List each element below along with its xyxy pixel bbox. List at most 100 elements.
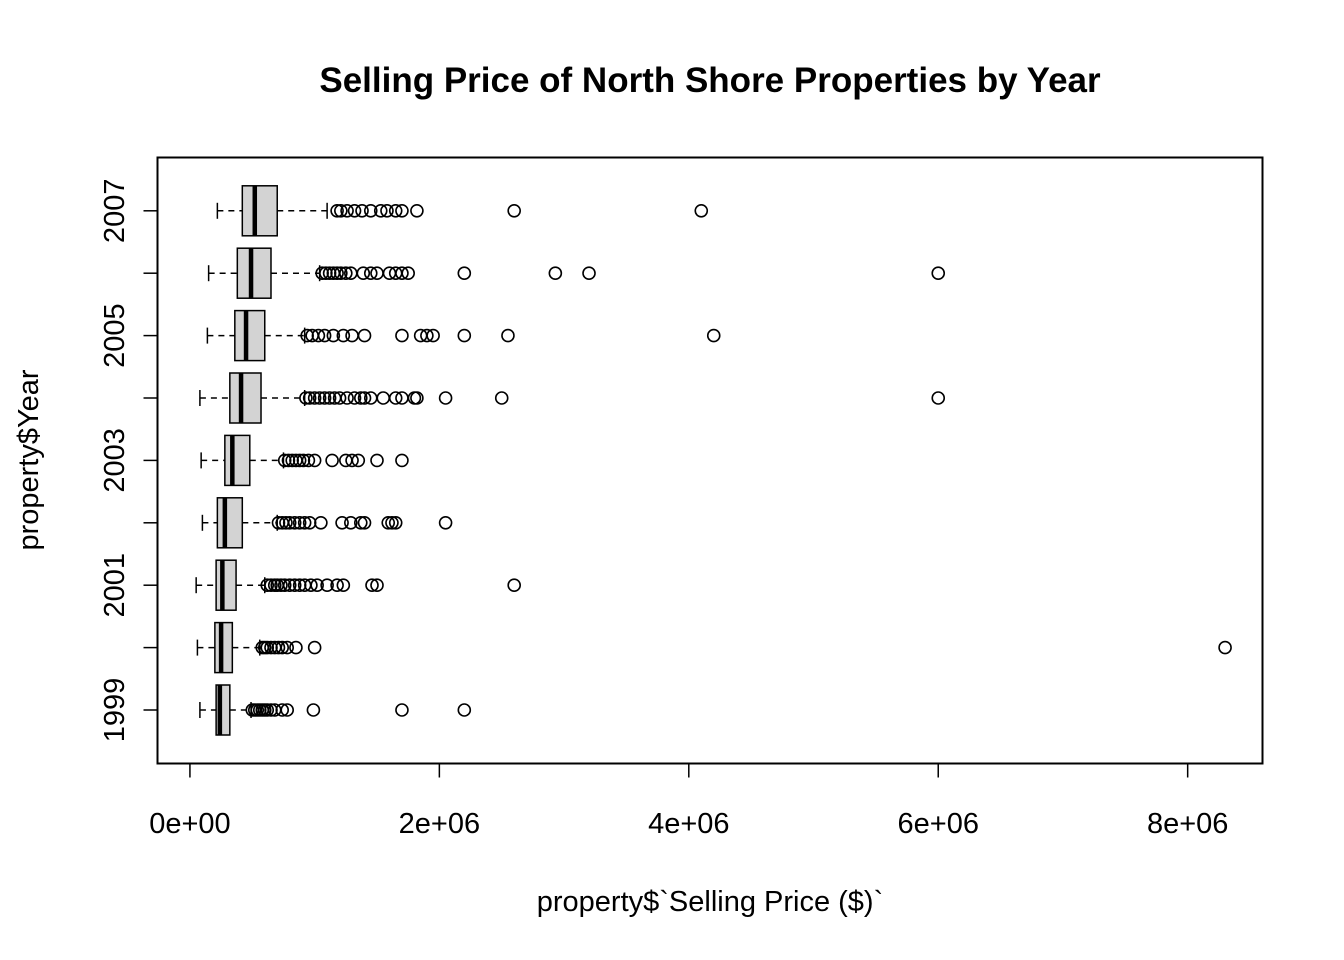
outlier-point bbox=[311, 328, 326, 343]
y-tick-label: 1999 bbox=[99, 678, 131, 743]
outlier-point bbox=[289, 640, 303, 655]
outlier-point bbox=[312, 391, 327, 405]
outlier-point bbox=[438, 391, 453, 405]
outlier-point bbox=[356, 266, 371, 281]
box bbox=[236, 247, 272, 299]
outlier-point bbox=[410, 204, 424, 218]
outlier-point bbox=[363, 204, 378, 218]
outlier-point bbox=[501, 328, 515, 343]
outlier-point bbox=[275, 703, 290, 717]
outlier-point bbox=[264, 578, 278, 593]
outlier-point bbox=[420, 328, 434, 343]
outlier-point bbox=[357, 328, 372, 343]
outlier-point bbox=[275, 640, 290, 655]
y-tick-label: 2003 bbox=[99, 428, 131, 493]
outlier-point bbox=[287, 578, 302, 593]
outlier-point bbox=[457, 266, 472, 281]
box-group-2005 bbox=[206, 309, 721, 362]
outlier-point bbox=[304, 578, 318, 593]
outlier-point bbox=[395, 703, 409, 717]
outlier-point bbox=[330, 266, 344, 281]
outlier-point bbox=[395, 328, 409, 343]
outlier-point bbox=[326, 328, 341, 343]
outlier-point bbox=[335, 515, 349, 530]
outlier-point bbox=[292, 453, 307, 468]
outlier-point bbox=[307, 453, 322, 468]
box bbox=[241, 185, 278, 237]
x-tick-label: 8e+06 bbox=[1147, 808, 1228, 840]
outlier-point bbox=[694, 204, 709, 218]
outlier-point bbox=[345, 453, 359, 468]
chart-marks: 0e+00 2e+06 4e+06 6e+06 8e+06 1999 2001 2003 200… bbox=[99, 179, 1232, 840]
outlier-point bbox=[370, 453, 384, 468]
outlier-point bbox=[336, 578, 351, 593]
outlier-point bbox=[320, 578, 334, 593]
outlier-point bbox=[351, 453, 366, 468]
outlier-point bbox=[282, 578, 297, 593]
outlier-point bbox=[340, 204, 354, 218]
outlier-point bbox=[582, 266, 596, 281]
outlier-point bbox=[330, 204, 344, 218]
outlier-point bbox=[395, 266, 409, 281]
outlier-point bbox=[355, 204, 369, 218]
outlier-point bbox=[260, 703, 275, 717]
box-group-2004 bbox=[199, 372, 946, 424]
outlier-point bbox=[373, 204, 388, 218]
y-tick-label: 2001 bbox=[99, 553, 131, 618]
outlier-point bbox=[388, 391, 403, 405]
x-axis-label: property$`Selling Price ($)` bbox=[537, 886, 884, 918]
box-group-2006 bbox=[207, 247, 946, 299]
chart-title: Selling Price of North Shore Properties … bbox=[319, 61, 1101, 100]
outlier-point bbox=[334, 266, 348, 281]
outlier-point bbox=[279, 515, 293, 530]
y-tick-label: 2005 bbox=[99, 303, 131, 368]
outlier-point bbox=[317, 328, 332, 343]
x-tick-label: 4e+06 bbox=[648, 808, 729, 840]
outlier-point bbox=[353, 515, 368, 530]
outlier-point bbox=[438, 515, 453, 530]
outlier-point bbox=[931, 266, 946, 281]
outlier-point bbox=[274, 578, 288, 593]
outlier-point bbox=[380, 204, 394, 218]
outlier-point bbox=[340, 391, 354, 405]
box bbox=[234, 309, 266, 362]
box bbox=[216, 497, 244, 549]
outlier-point bbox=[302, 391, 317, 405]
box-group-1999 bbox=[199, 684, 472, 736]
outlier-point bbox=[287, 515, 302, 530]
outlier-point bbox=[457, 328, 472, 343]
outlier-point bbox=[370, 578, 384, 593]
outlier-point bbox=[365, 578, 379, 593]
outlier-point bbox=[307, 640, 322, 655]
outlier-point bbox=[388, 515, 403, 530]
outlier-point bbox=[353, 391, 368, 405]
outlier-point bbox=[357, 515, 372, 530]
outlier-point bbox=[494, 391, 509, 405]
box-group-2007 bbox=[216, 185, 709, 237]
outlier-point bbox=[280, 703, 295, 717]
box bbox=[215, 559, 237, 611]
outlier-point bbox=[381, 515, 396, 530]
outlier-point bbox=[1218, 640, 1232, 655]
outlier-point bbox=[388, 204, 403, 218]
outlier-point bbox=[317, 391, 332, 405]
outlier-point bbox=[395, 204, 409, 218]
outlier-point bbox=[282, 515, 297, 530]
outlier-point bbox=[292, 515, 307, 530]
outlier-point bbox=[395, 453, 409, 468]
outlier-point bbox=[507, 578, 521, 593]
outlier-point bbox=[336, 328, 351, 343]
outlier-point bbox=[931, 391, 946, 405]
outlier-point bbox=[322, 391, 337, 405]
outlier-point bbox=[385, 515, 399, 530]
outlier-point bbox=[325, 453, 339, 468]
box-group-2001 bbox=[195, 559, 521, 611]
outlier-point bbox=[299, 391, 313, 405]
outlier-point bbox=[548, 266, 563, 281]
outlier-point bbox=[306, 703, 321, 717]
outlier-point bbox=[271, 640, 286, 655]
outlier-point bbox=[314, 515, 328, 530]
outlier-point bbox=[334, 204, 348, 218]
box-group-2000 bbox=[196, 621, 1232, 674]
